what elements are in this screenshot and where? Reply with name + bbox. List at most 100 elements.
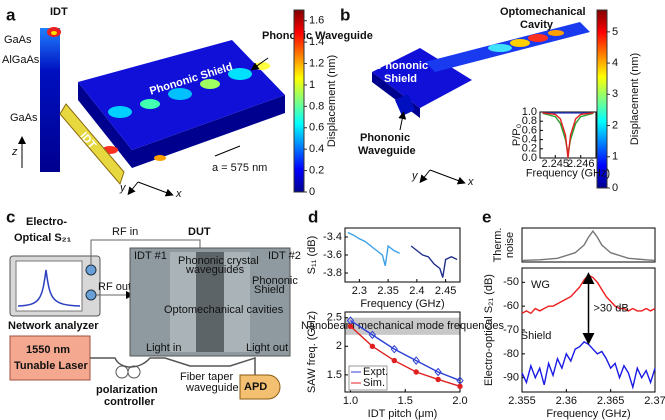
label: Phononic <box>252 275 298 287</box>
colorbar-tick-label: 3 <box>612 88 618 100</box>
axis-label: y <box>411 170 419 182</box>
y-axis-label: SAW freq. (GHz) <box>306 311 318 393</box>
label: Phononic crystal <box>178 255 259 267</box>
label: Shield <box>384 73 417 85</box>
colorbar-tick-label: 0.8 <box>309 100 324 112</box>
colorbar-tick-label: 1.2 <box>309 57 324 69</box>
x-axis-label: Frequency (GHz) <box>360 298 444 310</box>
x-tick-label: 2.246 <box>567 158 595 170</box>
axis-arrow <box>419 169 431 184</box>
panel-a: a IDT GaAs AlGaAs GaAs z Phononic Shield… <box>2 5 373 199</box>
plot-frame <box>521 227 656 263</box>
colorbar <box>293 9 305 193</box>
y-tick-label: 0.6 <box>522 124 537 136</box>
colorbar-label: Displacement (nm) <box>629 53 641 145</box>
label: APD <box>244 381 267 393</box>
y-tick-label: 0.4 <box>522 134 537 146</box>
series-line <box>521 229 656 262</box>
legend-box <box>348 365 388 391</box>
marker <box>413 369 419 375</box>
x-axis-label: Frequency (GHz) <box>526 167 610 179</box>
y-tick-label: 0.0 <box>522 152 537 164</box>
marker <box>435 376 441 383</box>
idt-electrode <box>59 103 125 185</box>
series-line <box>521 341 656 390</box>
fiber <box>90 356 256 375</box>
wave-spots <box>102 62 270 161</box>
x-tick-label: 1.0 <box>343 395 358 407</box>
x-tick-label: 2.35 <box>377 285 398 297</box>
layer-label: AlGaAs <box>2 54 40 66</box>
x-tick-label: 2.37 <box>644 395 665 407</box>
label: Optomechanical cavities <box>164 304 284 316</box>
label: IDT #1 <box>134 250 167 262</box>
colorbar-tick-label: 0 <box>612 182 618 194</box>
panel-label: a <box>6 5 16 24</box>
y-axis-label: Therm. <box>492 228 504 263</box>
y-axis-label: P/P₀ <box>511 124 523 146</box>
x-tick-label: 2.245 <box>542 158 570 170</box>
marker <box>347 323 354 329</box>
panel-label: b <box>340 5 350 24</box>
colorbar-tick-label: 1.6 <box>309 15 324 27</box>
paddle <box>127 365 141 379</box>
laser-box <box>9 335 91 381</box>
colorbar-tick-label: 0.4 <box>309 143 324 155</box>
label: controller <box>104 396 155 408</box>
label: Tunable Laser <box>14 360 88 372</box>
panel-b: b Optomechanical Cavity Phononic Shield … <box>340 5 602 188</box>
series-label: Shield <box>521 330 552 342</box>
series-line <box>350 325 461 387</box>
y-tick-label: -60 <box>503 300 519 312</box>
label: Phononic <box>378 60 428 72</box>
cross-section <box>40 28 60 172</box>
label: Phononic <box>360 132 410 144</box>
cable <box>90 239 201 265</box>
panel-label: c <box>6 207 15 226</box>
y-tick-label: -70 <box>503 324 519 336</box>
label: RF out <box>98 281 131 293</box>
y-tick-label: 1.5 <box>327 369 342 381</box>
colorbar-tick-label: 0.2 <box>309 164 324 176</box>
colorbar-tick-label: 0.6 <box>309 122 324 134</box>
label: Light out <box>246 342 288 354</box>
label: Fiber taper <box>180 371 234 383</box>
x-tick-label: 2.36 <box>556 395 577 407</box>
y-tick-label: -50 <box>503 276 519 288</box>
label: RF in <box>112 226 138 238</box>
colorbar-tick-label: 0 <box>309 186 315 198</box>
colorbar-tick-label: 1 <box>309 79 315 91</box>
pointer <box>250 57 269 71</box>
axis-label: x <box>467 176 474 188</box>
label: Network analyzer <box>8 320 99 332</box>
x-tick-label: 2.355 <box>508 395 536 407</box>
x-tick-label: 1.5 <box>398 395 413 407</box>
y-tick-label: -3.6 <box>323 249 342 261</box>
waveguide-stub <box>395 94 415 116</box>
label: Optomechanical <box>500 6 586 18</box>
y-tick-label: 1.0 <box>522 106 537 118</box>
layer-label: GaAs <box>10 112 38 124</box>
port <box>85 264 97 276</box>
x-tick-label: 2.0 <box>452 395 467 407</box>
series-line <box>542 112 594 159</box>
y-tick-label: -90 <box>503 372 519 384</box>
y-tick-label: -80 <box>503 348 519 360</box>
series-label: WG <box>531 279 550 291</box>
label: waveguide <box>185 382 239 394</box>
x-tick-label: 2.365 <box>597 395 625 407</box>
axis-label: y <box>119 182 127 194</box>
colorbar-tick-label: 1.4 <box>309 36 324 48</box>
label: a = 575 nm <box>212 162 267 174</box>
y-tick-label: 0.8 <box>522 115 537 127</box>
cavity-spots <box>488 30 564 52</box>
slab-side <box>78 82 285 168</box>
label: waveguides <box>185 264 245 276</box>
marker <box>368 330 377 340</box>
label: DUT <box>188 226 211 238</box>
colorbar-label: Displacement (nm) <box>326 55 338 147</box>
panel-label: d <box>308 207 318 226</box>
pointer <box>398 111 407 131</box>
label: Shield <box>254 284 285 296</box>
